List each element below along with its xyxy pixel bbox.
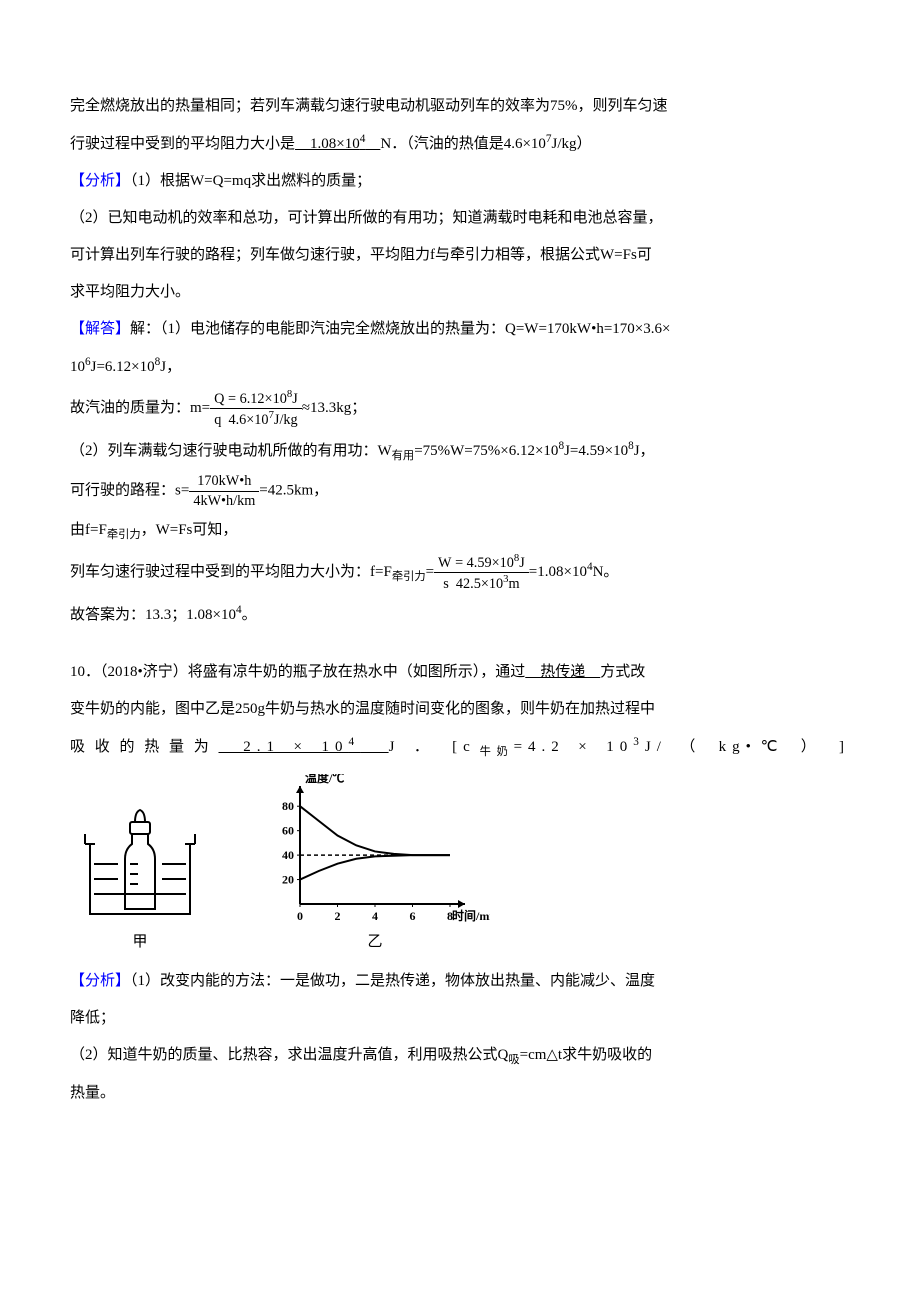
fraction-distance: 170kW•h 4kW•h/km [189,472,259,510]
svg-text:40: 40 [282,848,294,862]
analysis2-l2: 降低； [70,1002,850,1035]
analysis2-l3: （2）知道牛奶的质量、比热容，求出温度升高值，利用吸热公式Q吸=cm△t求牛奶吸… [70,1039,850,1073]
q10-l2: 变牛奶的内能，图中乙是250g牛奶与热水的温度随时间变化的图象，则牛奶在加热过程… [70,693,850,726]
q10-l3: 吸收的热量为 2.1 × 104 J ． [c牛奶=4.2 × 103J/ （ … [70,730,850,765]
analysis-label: 【分析】 [70,973,130,989]
analysis1-l1: 【分析】（1）根据W=Q=mq求出燃料的质量； [70,165,850,198]
blank-heat: 2.1 × 104 [219,739,389,755]
figure-chart: 温度/℃2040608002468时间/min [260,774,490,924]
solve1-l1b: 106J=6.12×108J， [70,350,850,384]
solve1-l2: 故汽油的质量为：m= Q = 6.12×108J q 4.6×107J/kg ≈… [70,388,850,430]
solve1-l6: 列车匀速行驶过程中受到的平均阻力大小为：f=F牵引力= W = 4.59×108… [70,552,850,594]
analysis-label: 【分析】 [70,173,130,189]
blank-resistance: 1.08×104 [295,136,380,152]
caption-right: 乙 [260,926,490,959]
svg-text:60: 60 [282,824,294,838]
fraction-mass: Q = 6.12×108J q 4.6×107J/kg [210,388,302,430]
figure-captions: 甲 乙 [80,926,850,959]
svg-text:0: 0 [297,909,303,923]
p1-line1: 完全燃烧放出的热量相同；若列车满载匀速行驶电动机驱动列车的效率为75%，则列车匀… [70,90,850,123]
solve1-l1: 【解答】解：（1）电池储存的电能即汽油完全燃烧放出的热量为：Q=W=170kW•… [70,313,850,346]
figure-bottle-icon [80,804,200,924]
solve-label: 【解答】 [70,321,130,337]
solve1-l5: 由f=F牵引力，W=Fs可知， [70,514,850,548]
svg-text:4: 4 [372,909,378,923]
analysis1-l2: （2）已知电动机的效率和总功，可计算出所做的有用功；知道满载时电耗和电池总容量， [70,202,850,235]
svg-text:6: 6 [410,909,416,923]
analysis1-l3: 可计算出列车行驶的路程；列车做匀速行驶，平均阻力f与牵引力相等，根据公式W=Fs… [70,239,850,272]
fraction-force: W = 4.59×108J s 42.5×103m [434,552,529,594]
analysis2-l1: 【分析】（1）改变内能的方法：一是做功，二是热传递，物体放出热量、内能减少、温度 [70,965,850,998]
solve1-l3: （2）列车满载匀速行驶电动机所做的有用功：W有用=75%W=75%×6.12×1… [70,434,850,469]
svg-text:80: 80 [282,800,294,814]
txt: 完全燃烧放出的热量相同；若列车满载匀速行驶电动机驱动列车的效率为75%，则列车匀… [70,98,668,114]
analysis2-l4: 热量。 [70,1077,850,1110]
p1-line2: 行驶过程中受到的平均阻力大小是 1.08×104 N．（汽油的热值是4.6×10… [70,127,850,161]
caption-left: 甲 [80,926,200,959]
q10-l1: 10．（2018•济宁）将盛有凉牛奶的瓶子放在热水中（如图所示），通过 热传递 … [70,656,850,689]
blank-heat-transfer: 热传递 [525,664,600,680]
solve1-l4: 可行驶的路程：s= 170kW•h 4kW•h/km =42.5km， [70,472,850,510]
svg-text:温度/℃: 温度/℃ [305,774,344,785]
svg-text:20: 20 [282,873,294,887]
txt: 行驶过程中受到的平均阻力大小是 [70,136,295,152]
svg-text:时间/min: 时间/min [452,908,490,923]
figure-row: 温度/℃2040608002468时间/min [80,774,850,924]
solve1-l7: 故答案为：13.3；1.08×104。 [70,598,850,632]
txt: N．（汽油的热值是4.6×10 [380,136,546,152]
svg-text:2: 2 [335,909,341,923]
analysis1-l4: 求平均阻力大小。 [70,276,850,309]
